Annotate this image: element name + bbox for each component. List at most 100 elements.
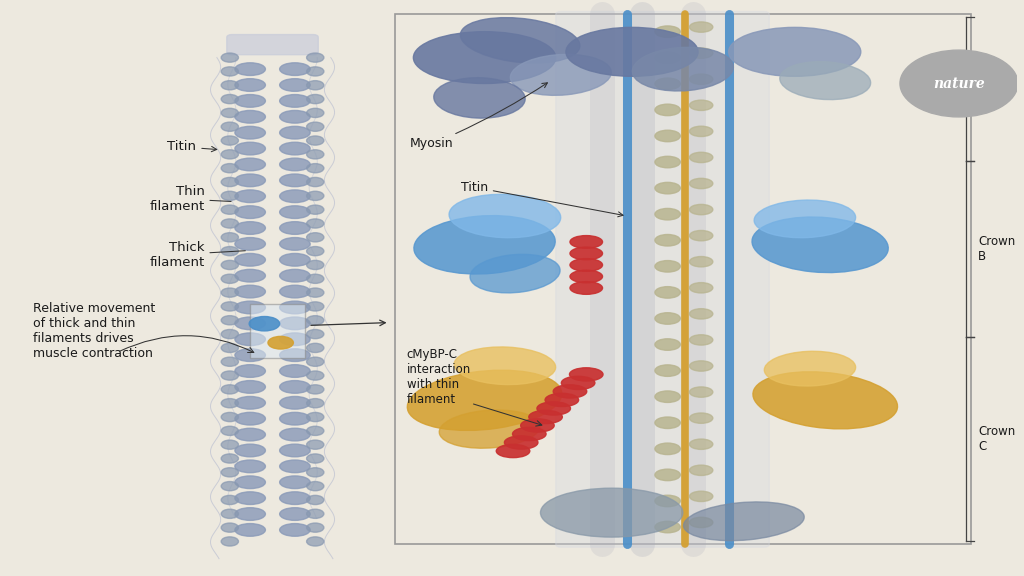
Ellipse shape <box>234 507 265 520</box>
Ellipse shape <box>221 343 239 353</box>
Ellipse shape <box>221 357 239 366</box>
Ellipse shape <box>234 158 265 171</box>
Ellipse shape <box>566 28 698 77</box>
Ellipse shape <box>234 270 265 282</box>
Ellipse shape <box>221 412 239 422</box>
Ellipse shape <box>221 371 239 380</box>
Ellipse shape <box>689 465 713 475</box>
Ellipse shape <box>221 509 239 518</box>
Ellipse shape <box>306 191 324 200</box>
Text: nature: nature <box>933 77 985 90</box>
Ellipse shape <box>689 256 713 267</box>
Ellipse shape <box>221 122 239 131</box>
Ellipse shape <box>655 495 680 507</box>
Ellipse shape <box>221 426 239 435</box>
FancyBboxPatch shape <box>250 304 305 358</box>
Ellipse shape <box>280 79 310 92</box>
Ellipse shape <box>221 468 239 477</box>
Ellipse shape <box>689 517 713 528</box>
Ellipse shape <box>689 491 713 502</box>
Ellipse shape <box>689 74 713 85</box>
Ellipse shape <box>234 79 265 92</box>
Ellipse shape <box>537 402 570 415</box>
Ellipse shape <box>561 376 595 389</box>
Ellipse shape <box>689 439 713 449</box>
Ellipse shape <box>234 412 265 425</box>
Ellipse shape <box>280 396 310 409</box>
Ellipse shape <box>655 183 680 194</box>
Ellipse shape <box>221 108 239 118</box>
Ellipse shape <box>655 339 680 350</box>
Ellipse shape <box>234 63 265 75</box>
Ellipse shape <box>689 230 713 241</box>
Ellipse shape <box>689 283 713 293</box>
Ellipse shape <box>280 63 310 75</box>
Ellipse shape <box>280 94 310 107</box>
Text: Relative movement
of thick and thin
filaments drives
muscle contraction: Relative movement of thick and thin fila… <box>33 302 155 361</box>
Ellipse shape <box>221 440 239 449</box>
Ellipse shape <box>306 219 324 228</box>
Ellipse shape <box>221 495 239 505</box>
Ellipse shape <box>655 260 680 272</box>
Ellipse shape <box>280 158 310 171</box>
Ellipse shape <box>234 396 265 409</box>
Ellipse shape <box>234 492 265 505</box>
Ellipse shape <box>306 274 324 283</box>
Ellipse shape <box>221 233 239 242</box>
Ellipse shape <box>655 78 680 90</box>
Ellipse shape <box>655 521 680 533</box>
Ellipse shape <box>221 274 239 283</box>
Ellipse shape <box>689 387 713 397</box>
Ellipse shape <box>306 537 324 546</box>
Ellipse shape <box>689 152 713 162</box>
Ellipse shape <box>280 111 310 123</box>
Ellipse shape <box>234 111 265 123</box>
Ellipse shape <box>306 302 324 311</box>
Ellipse shape <box>234 285 265 298</box>
Ellipse shape <box>306 233 324 242</box>
Ellipse shape <box>689 413 713 423</box>
Ellipse shape <box>221 482 239 491</box>
Text: Titin: Titin <box>461 181 623 217</box>
Ellipse shape <box>306 164 324 173</box>
Ellipse shape <box>570 282 602 294</box>
Ellipse shape <box>221 136 239 145</box>
Ellipse shape <box>234 460 265 473</box>
Ellipse shape <box>306 371 324 380</box>
Ellipse shape <box>655 156 680 168</box>
Ellipse shape <box>280 460 310 473</box>
Ellipse shape <box>306 177 324 187</box>
Ellipse shape <box>280 142 310 155</box>
Ellipse shape <box>655 469 680 480</box>
Ellipse shape <box>655 104 680 116</box>
Ellipse shape <box>234 94 265 107</box>
Ellipse shape <box>541 488 683 537</box>
Ellipse shape <box>280 222 310 234</box>
Ellipse shape <box>306 247 324 256</box>
Ellipse shape <box>221 399 239 408</box>
Text: Crown
C: Crown C <box>978 425 1016 453</box>
Ellipse shape <box>234 428 265 441</box>
Text: cMyBP-C
interaction
with thin
filament: cMyBP-C interaction with thin filament <box>407 348 471 407</box>
Ellipse shape <box>221 94 239 104</box>
Ellipse shape <box>306 482 324 491</box>
Ellipse shape <box>221 164 239 173</box>
Ellipse shape <box>268 336 294 349</box>
Ellipse shape <box>306 495 324 505</box>
FancyBboxPatch shape <box>556 12 769 547</box>
Ellipse shape <box>306 426 324 435</box>
Ellipse shape <box>553 385 587 398</box>
Ellipse shape <box>234 222 265 234</box>
Ellipse shape <box>234 333 265 346</box>
Ellipse shape <box>306 329 324 339</box>
Ellipse shape <box>655 26 680 37</box>
Text: Titin: Titin <box>167 141 217 153</box>
Ellipse shape <box>234 317 265 329</box>
Ellipse shape <box>655 52 680 63</box>
Ellipse shape <box>434 78 525 118</box>
Ellipse shape <box>689 126 713 137</box>
Ellipse shape <box>234 365 265 377</box>
Ellipse shape <box>520 419 554 432</box>
Ellipse shape <box>655 417 680 429</box>
Ellipse shape <box>528 410 562 423</box>
